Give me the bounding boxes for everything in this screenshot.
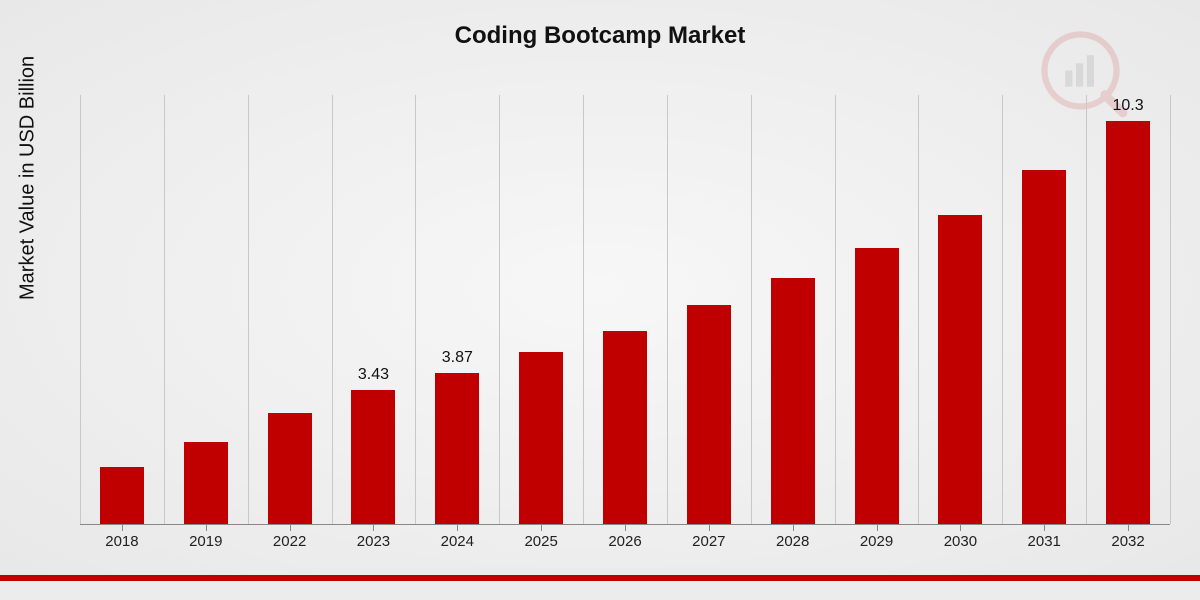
- x-tick-mark: [1044, 525, 1045, 531]
- gridline: [248, 95, 249, 524]
- x-tick-mark: [1128, 525, 1129, 531]
- bar: [938, 215, 982, 524]
- bar: [435, 373, 479, 524]
- bar: [184, 442, 228, 524]
- gridline: [1086, 95, 1087, 524]
- x-tick-label: 2019: [166, 533, 246, 550]
- gridline: [80, 95, 81, 524]
- bar-value-label: 3.87: [417, 349, 497, 367]
- y-axis-label: Market Value in USD Billion: [17, 56, 40, 300]
- x-tick-mark: [877, 525, 878, 531]
- bar: [351, 390, 395, 524]
- bar: [687, 305, 731, 524]
- x-tick-mark: [960, 525, 961, 531]
- gridline: [835, 95, 836, 524]
- x-tick-mark: [206, 525, 207, 531]
- x-tick-label: 2023: [333, 533, 413, 550]
- bar-value-label: 10.3: [1088, 97, 1168, 115]
- gridline: [667, 95, 668, 524]
- x-tick-mark: [709, 525, 710, 531]
- gridline: [164, 95, 165, 524]
- x-tick-label: 2018: [82, 533, 162, 550]
- bar: [268, 413, 312, 524]
- footer-band-gray: [0, 581, 1200, 600]
- gridline: [332, 95, 333, 524]
- x-tick-label: 2025: [501, 533, 581, 550]
- x-tick-mark: [290, 525, 291, 531]
- bar: [100, 467, 144, 524]
- bar-value-label: 3.43: [333, 366, 413, 384]
- bar: [519, 352, 563, 524]
- x-tick-mark: [541, 525, 542, 531]
- plot-area: 3.433.87 10.3: [80, 95, 1170, 525]
- bar: [1022, 170, 1066, 524]
- x-tick-label: 2026: [585, 533, 665, 550]
- bar: [855, 248, 899, 524]
- gridline: [499, 95, 500, 524]
- x-tick-label: 2022: [250, 533, 330, 550]
- x-tick-mark: [793, 525, 794, 531]
- x-tick-mark: [625, 525, 626, 531]
- x-tick-label: 2027: [669, 533, 749, 550]
- x-tick-label: 2030: [920, 533, 1000, 550]
- bar: [603, 331, 647, 525]
- x-tick-label: 2029: [837, 533, 917, 550]
- x-tick-label: 2028: [753, 533, 833, 550]
- bar: [771, 278, 815, 524]
- gridline: [415, 95, 416, 524]
- x-tick-label: 2031: [1004, 533, 1084, 550]
- chart-title: Coding Bootcamp Market: [0, 22, 1200, 50]
- x-tick-mark: [373, 525, 374, 531]
- gridline: [751, 95, 752, 524]
- x-tick-label: 2024: [417, 533, 497, 550]
- gridline: [1002, 95, 1003, 524]
- bar: [1106, 121, 1150, 524]
- x-tick-label: 2032: [1088, 533, 1168, 550]
- gridline: [583, 95, 584, 524]
- x-tick-mark: [122, 525, 123, 531]
- x-tick-mark: [457, 525, 458, 531]
- gridline: [1170, 95, 1171, 524]
- gridline: [918, 95, 919, 524]
